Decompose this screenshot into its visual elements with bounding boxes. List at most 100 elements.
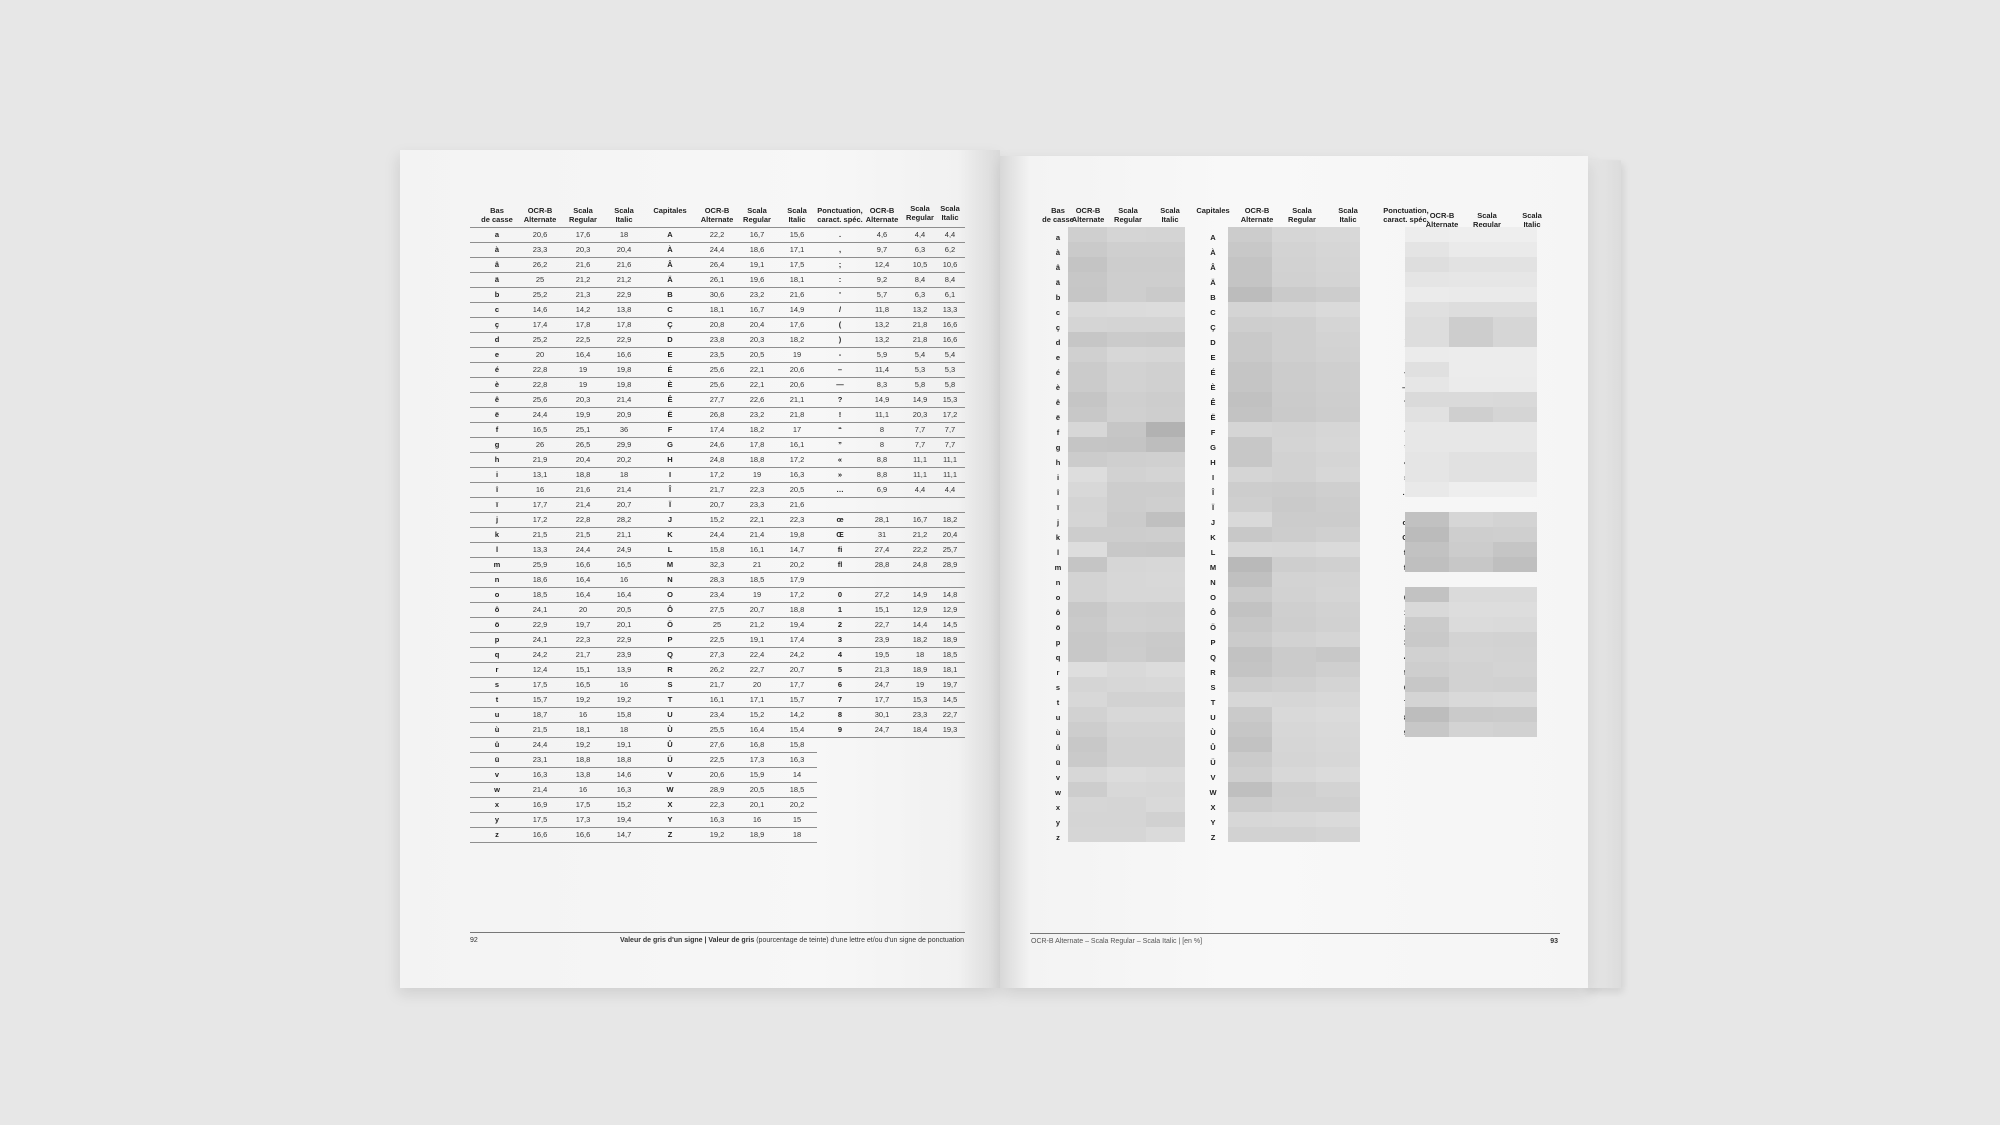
gray-swatch (1068, 587, 1107, 602)
gray-value: 20,3 (749, 335, 765, 344)
gray-swatch (1228, 722, 1272, 737)
glyph-label: m (1054, 563, 1062, 572)
gray-value: 21,8 (912, 320, 928, 329)
gray-swatch (1228, 227, 1272, 242)
gray-value: 19 (578, 365, 588, 374)
gray-value: 17,8 (616, 320, 632, 329)
gray-swatch (1405, 317, 1449, 332)
glyph-label: H (667, 455, 673, 464)
glyph-label: 4 (837, 650, 843, 659)
gray-swatch (1228, 587, 1272, 602)
gray-swatch (1068, 317, 1107, 332)
glyph-label: Ä (667, 275, 673, 284)
gray-swatch (1316, 452, 1360, 467)
gray-swatch (1405, 272, 1449, 287)
gray-value: 21,1 (789, 395, 805, 404)
glyph-label: Ë (1210, 413, 1216, 422)
glyph-label: é (494, 365, 500, 374)
gray-swatch (1228, 407, 1272, 422)
gray-value: 15,9 (749, 770, 765, 779)
gray-value: 12,9 (912, 605, 928, 614)
glyph-label: … (836, 485, 844, 494)
gray-swatch (1107, 452, 1146, 467)
gray-value: 18 (915, 650, 925, 659)
gray-value: 20,2 (789, 800, 805, 809)
row-divider (817, 707, 965, 708)
gray-value: 21,2 (912, 530, 928, 539)
gray-swatch (1316, 542, 1360, 557)
glyph-label: d (494, 335, 500, 344)
gray-swatch (1068, 542, 1107, 557)
gray-swatch (1107, 362, 1146, 377)
column-header-scala-regular: Scala Regular (569, 206, 597, 224)
gray-swatch (1449, 527, 1493, 542)
column-header-scala-italic: Scala Italic (1522, 211, 1542, 229)
glyph-label: Â (667, 260, 673, 269)
gray-value: 19 (915, 680, 925, 689)
glyph-label: î (1056, 488, 1060, 497)
glyph-label: à (494, 245, 500, 254)
gray-swatch (1228, 797, 1272, 812)
gray-value: 24,4 (532, 410, 548, 419)
row-divider (817, 482, 965, 483)
column-header-capitals: Capitales (653, 206, 687, 215)
gray-swatch (1146, 317, 1185, 332)
gray-swatch (1146, 632, 1185, 647)
glyph-label: à (1055, 248, 1061, 257)
gray-swatch (1493, 347, 1537, 362)
gray-value: 27,2 (874, 590, 890, 599)
gray-swatch (1493, 242, 1537, 257)
glyph-label: Â (1210, 263, 1216, 272)
gray-swatch (1228, 542, 1272, 557)
row-divider (817, 437, 965, 438)
glyph-label: b (1055, 293, 1061, 302)
gray-value: 8,4 (914, 275, 926, 284)
gray-value: 21 (752, 560, 762, 569)
gray-value: 20,4 (575, 455, 591, 464)
row-divider (470, 722, 817, 723)
glyph-label: 6 (837, 680, 843, 689)
gray-swatch (1228, 287, 1272, 302)
gray-value: 20,5 (749, 785, 765, 794)
glyph-label: 7 (837, 695, 843, 704)
glyph-label: I (668, 470, 672, 479)
glyph-label: V (667, 770, 673, 779)
gray-swatch (1405, 677, 1449, 692)
gray-swatch (1068, 572, 1107, 587)
gray-value: 21,5 (532, 530, 548, 539)
gray-swatch (1107, 692, 1146, 707)
gray-value: 4,4 (944, 485, 956, 494)
gray-value: 5,3 (914, 365, 926, 374)
gray-value: 16,5 (575, 680, 591, 689)
gray-swatch (1107, 377, 1146, 392)
glyph-label: z (495, 830, 499, 839)
gray-value: 19,4 (616, 815, 632, 824)
gray-value: 14,9 (912, 590, 928, 599)
gray-swatch (1493, 452, 1537, 467)
gray-swatch (1405, 557, 1449, 572)
glyph-label: É (667, 365, 673, 374)
glyph-label: p (494, 635, 500, 644)
gray-value: 17,9 (789, 575, 805, 584)
gray-value: 16,1 (789, 440, 805, 449)
gray-value: 24,7 (874, 725, 890, 734)
gray-value: 28,1 (874, 515, 890, 524)
column-header-capitals: Capitales (1196, 206, 1230, 215)
glyph-label: z (1056, 833, 1060, 842)
gray-value: 19,1 (749, 635, 765, 644)
glyph-label: O (667, 590, 673, 599)
gray-value: 21,2 (616, 275, 632, 284)
gray-value: 14,2 (575, 305, 591, 314)
gray-swatch (1228, 422, 1272, 437)
gray-value: 22,7 (874, 620, 890, 629)
gray-value: 28,2 (616, 515, 632, 524)
gray-value: 18,5 (942, 650, 958, 659)
glyph-label: C (1210, 308, 1216, 317)
glyph-label: n (1055, 578, 1061, 587)
row-divider (470, 407, 817, 408)
gray-swatch (1068, 707, 1107, 722)
gray-value: 27,6 (709, 740, 725, 749)
glyph-label: ï (1056, 503, 1060, 512)
gray-value: 18,8 (575, 470, 591, 479)
gray-value: 21,5 (532, 725, 548, 734)
